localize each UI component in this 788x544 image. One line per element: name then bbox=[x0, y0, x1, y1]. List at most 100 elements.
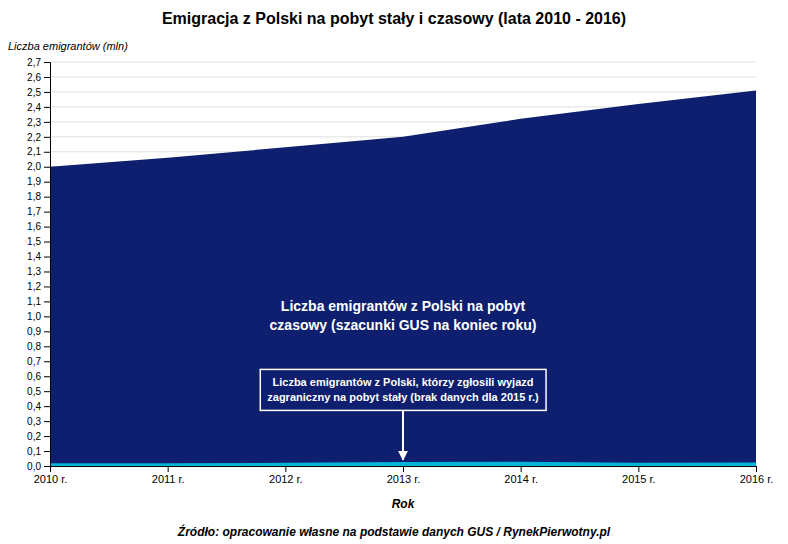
tick: 1,2 bbox=[27, 281, 50, 292]
tick-mark bbox=[44, 361, 50, 362]
tick: 1,6 bbox=[27, 221, 50, 232]
tick: 2014 r. bbox=[504, 466, 538, 485]
tick-mark bbox=[44, 346, 50, 347]
tick-mark bbox=[638, 466, 639, 472]
tick: 0,3 bbox=[27, 416, 50, 427]
tick-mark bbox=[44, 77, 50, 78]
tick-label: 1,7 bbox=[27, 206, 41, 217]
grid-line bbox=[50, 91, 756, 92]
tick-label: 0,4 bbox=[27, 401, 41, 412]
tick-label: 0,8 bbox=[27, 341, 41, 352]
tick-label: 2,4 bbox=[27, 102, 41, 113]
tick-label: 0,5 bbox=[27, 386, 41, 397]
tick-label: 1,1 bbox=[27, 296, 41, 307]
tick-mark bbox=[44, 316, 50, 317]
tick: 2,2 bbox=[27, 132, 50, 143]
tick: 0,8 bbox=[27, 341, 50, 352]
tick-mark bbox=[44, 227, 50, 228]
tick-label: 2,3 bbox=[27, 117, 41, 128]
tick-mark bbox=[44, 436, 50, 437]
tick-label: 0,3 bbox=[27, 416, 41, 427]
tick: 1,9 bbox=[27, 176, 50, 187]
tick-mark bbox=[44, 122, 50, 123]
tick-label: 0,0 bbox=[27, 461, 41, 472]
tick: 0,9 bbox=[27, 326, 50, 337]
tick-mark bbox=[403, 466, 404, 472]
tick-mark bbox=[285, 466, 286, 472]
tick-mark bbox=[44, 331, 50, 332]
tick: 1,3 bbox=[27, 266, 50, 277]
tick-label: 1,9 bbox=[27, 176, 41, 187]
tick-mark bbox=[44, 182, 50, 183]
tick-label: 2,0 bbox=[27, 161, 41, 172]
tick-mark bbox=[756, 466, 757, 472]
tick-label: 2,6 bbox=[27, 72, 41, 83]
grid bbox=[50, 62, 756, 466]
tick-mark bbox=[168, 466, 169, 472]
axis-line bbox=[51, 467, 757, 473]
tick-label: 2,2 bbox=[27, 132, 41, 143]
tick-mark bbox=[44, 137, 50, 138]
tick: 0,5 bbox=[27, 386, 50, 397]
tick-label: 2016 r. bbox=[740, 473, 774, 485]
x-axis: 2010 r. 2011 r. 2012 r. 2013 r. 2014 r. 2015 … bbox=[34, 466, 774, 485]
tick-mark bbox=[44, 301, 50, 302]
tick-label: 2013 r. bbox=[387, 473, 421, 485]
tick-label: 1,5 bbox=[27, 236, 41, 247]
tick-label: 2015 r. bbox=[622, 473, 656, 485]
tick-mark bbox=[521, 466, 522, 472]
tick: 2,5 bbox=[27, 87, 50, 98]
tick-label: 1,4 bbox=[27, 251, 41, 262]
tick-label: 0,9 bbox=[27, 326, 41, 337]
tick: 0,2 bbox=[27, 431, 50, 442]
tick: 1,8 bbox=[27, 191, 50, 202]
y-axis: 0,0 0,1 0,2 0,3 0,4 0,5 0,6 0,7 0,8 0,9 1,0 1,1 1,2 1… bbox=[27, 57, 50, 472]
tick: 2015 r. bbox=[622, 466, 656, 485]
tick: 2016 r. bbox=[740, 466, 774, 485]
tick-mark bbox=[44, 152, 50, 153]
annotation-box: Liczba emigrantów z Polski, którzy zgłos… bbox=[260, 369, 546, 410]
tick-label: 0,1 bbox=[27, 446, 41, 457]
tick: 1,1 bbox=[27, 296, 50, 307]
tick-label: 1,3 bbox=[27, 266, 41, 277]
tick-mark bbox=[44, 391, 50, 392]
tick: 2,7 bbox=[27, 57, 50, 68]
tick: 2011 r. bbox=[152, 466, 185, 485]
tick-label: 0,2 bbox=[27, 431, 41, 442]
tick-label: 1,2 bbox=[27, 281, 41, 292]
plot: 2010 r. 2011 r. 2012 r. 2013 r. 2014 r. 2015 … bbox=[27, 57, 773, 485]
tick-mark bbox=[44, 107, 50, 108]
tick: 0,6 bbox=[27, 371, 50, 382]
tick-label: 2010 r. bbox=[34, 473, 68, 485]
tick: 0,7 bbox=[27, 356, 50, 367]
tick-mark bbox=[44, 451, 50, 452]
tick: 2013 r. bbox=[387, 466, 421, 485]
tick-mark bbox=[44, 167, 50, 168]
tick-label: 0,6 bbox=[27, 371, 41, 382]
tick-mark bbox=[44, 257, 50, 258]
tick-label: 1,6 bbox=[27, 221, 41, 232]
tick: 0,1 bbox=[27, 446, 50, 457]
tick: 1,7 bbox=[27, 206, 50, 217]
tick: 2,6 bbox=[27, 72, 50, 83]
tick-label: 1,0 bbox=[27, 311, 41, 322]
annotation: Liczba emigrantów z Polski, którzy zgłos… bbox=[267, 376, 539, 403]
tick-label: 2,7 bbox=[27, 57, 41, 68]
tick-mark bbox=[44, 376, 50, 377]
tick-mark bbox=[44, 406, 50, 407]
tick-mark bbox=[44, 197, 50, 198]
tick-mark bbox=[44, 286, 50, 287]
tick-mark bbox=[44, 242, 50, 243]
tick-mark bbox=[44, 62, 50, 63]
annotations: Liczba emigrantów z Polski na pobytczaso… bbox=[260, 298, 546, 460]
tick: 2012 r. bbox=[269, 466, 303, 485]
tick: 2,4 bbox=[27, 102, 50, 113]
tick: 0,0 bbox=[27, 461, 50, 472]
source: Źródło: opracowanie własne na podstawie … bbox=[177, 524, 611, 539]
tick-label: 2011 r. bbox=[152, 473, 185, 485]
tick-label: 2,5 bbox=[27, 87, 41, 98]
area bbox=[50, 90, 756, 466]
tick-label: 2012 r. bbox=[269, 473, 303, 485]
annotation-arrow bbox=[402, 410, 404, 459]
tick: 2,0 bbox=[27, 161, 50, 172]
